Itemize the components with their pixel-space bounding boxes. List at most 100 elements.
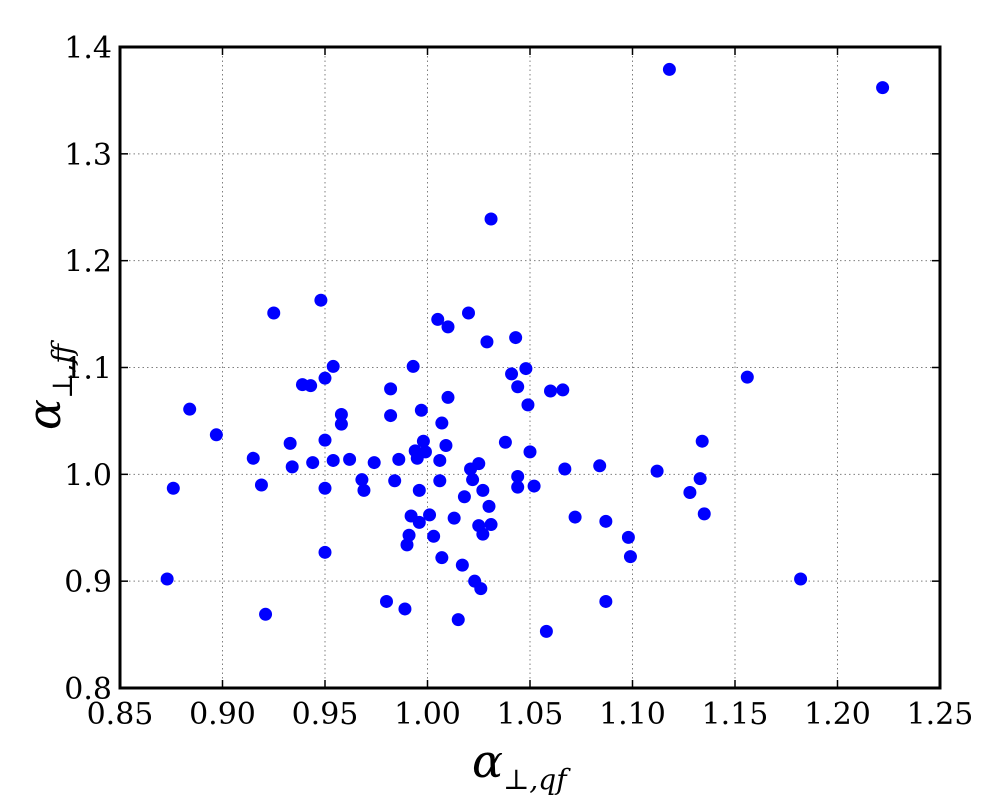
y-tick-label: 1.2 xyxy=(64,245,112,280)
data-point xyxy=(423,508,437,522)
data-point xyxy=(794,572,808,586)
data-point xyxy=(406,359,420,373)
x-tick-label: 1.20 xyxy=(804,697,871,732)
data-point xyxy=(480,335,494,349)
data-point xyxy=(455,558,469,572)
data-point xyxy=(334,408,348,422)
y-tick-labels: 0.8 0.9 1.0 1.1 1.2 1.3 1.4 xyxy=(64,31,112,707)
data-point xyxy=(416,434,430,448)
data-point xyxy=(343,452,357,466)
data-point xyxy=(539,624,553,638)
x-tick-label: 1.15 xyxy=(702,697,769,732)
data-point xyxy=(466,473,480,487)
data-point xyxy=(484,212,498,226)
x-tick-label: 0.95 xyxy=(292,697,359,732)
data-point xyxy=(482,499,496,513)
data-point xyxy=(558,462,572,476)
data-point xyxy=(326,453,340,467)
data-points xyxy=(160,62,890,638)
data-point xyxy=(519,362,533,376)
data-point xyxy=(209,428,223,442)
y-tick-label: 1.1 xyxy=(64,352,112,387)
y-axis-title: α⊥,ff xyxy=(17,340,79,430)
data-point xyxy=(384,382,398,396)
data-point xyxy=(306,456,320,470)
data-point xyxy=(521,398,535,412)
data-point xyxy=(511,380,525,394)
data-point xyxy=(431,312,445,326)
data-point xyxy=(621,530,635,544)
x-tick-label: 1.05 xyxy=(497,697,564,732)
data-point xyxy=(183,402,197,416)
data-point xyxy=(318,545,332,559)
data-point xyxy=(412,483,426,497)
data-point xyxy=(447,511,461,525)
data-point xyxy=(599,594,613,608)
data-point xyxy=(568,510,582,524)
data-point xyxy=(476,527,490,541)
data-point xyxy=(693,472,707,486)
data-point xyxy=(433,453,447,467)
data-point xyxy=(418,445,432,459)
data-point xyxy=(304,379,318,393)
data-point xyxy=(433,474,447,488)
x-tick-labels: 0.85 0.90 0.95 1.00 1.05 1.10 1.15 1.20 1.25 xyxy=(87,697,974,732)
y-tick-label: 1.3 xyxy=(64,138,112,173)
data-point xyxy=(457,490,471,504)
x-axis-title: α⊥,qf xyxy=(472,734,571,796)
data-point xyxy=(435,551,449,565)
data-point xyxy=(695,434,709,448)
x-tick-label: 1.00 xyxy=(394,697,461,732)
data-point xyxy=(476,483,490,497)
data-point xyxy=(511,469,525,483)
data-point xyxy=(367,456,381,470)
data-point xyxy=(314,293,328,307)
data-point xyxy=(246,451,260,465)
y-tick-label: 1.0 xyxy=(64,458,112,493)
data-point xyxy=(439,438,453,452)
data-point xyxy=(462,306,475,320)
data-point xyxy=(451,613,465,627)
data-point xyxy=(318,481,332,495)
data-point xyxy=(427,529,441,543)
data-point xyxy=(267,306,281,320)
data-point xyxy=(166,481,180,495)
data-point xyxy=(357,483,371,497)
data-point xyxy=(441,320,455,334)
y-tick-label: 1.4 xyxy=(64,31,112,66)
y-tick-label: 0.9 xyxy=(64,565,112,600)
data-point xyxy=(384,409,398,423)
data-point xyxy=(505,367,519,381)
data-point xyxy=(412,515,426,529)
data-point xyxy=(544,384,557,398)
data-point xyxy=(599,514,613,528)
x-tick-label: 0.90 xyxy=(189,697,256,732)
data-point xyxy=(474,582,488,596)
data-point xyxy=(484,518,498,532)
data-point xyxy=(160,572,174,586)
data-point xyxy=(334,417,348,431)
data-point xyxy=(650,464,664,478)
data-point xyxy=(441,390,455,404)
data-point xyxy=(283,436,297,450)
data-point xyxy=(402,528,416,542)
data-point xyxy=(509,331,523,345)
x-tick-label: 0.85 xyxy=(87,697,154,732)
x-tick-label: 1.10 xyxy=(599,697,666,732)
data-point xyxy=(259,607,273,621)
data-point xyxy=(254,478,268,492)
data-point xyxy=(662,62,676,76)
data-point xyxy=(740,370,754,384)
data-point xyxy=(527,479,541,493)
y-tick-label: 0.8 xyxy=(64,672,112,707)
data-point xyxy=(498,435,512,449)
data-point xyxy=(435,416,449,430)
data-point xyxy=(380,594,393,608)
data-point xyxy=(326,359,340,373)
data-point xyxy=(511,480,525,494)
data-point xyxy=(697,507,711,521)
axis-ticks xyxy=(119,46,941,689)
data-point xyxy=(472,457,486,471)
data-point xyxy=(285,460,299,474)
